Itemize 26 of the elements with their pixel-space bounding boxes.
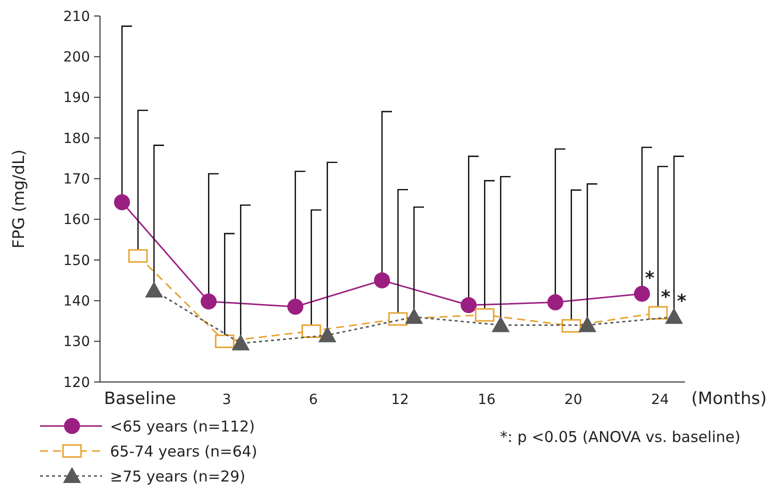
y-tick-label: 190	[63, 90, 90, 106]
y-tick-label: 160	[63, 212, 90, 228]
annotation: *	[645, 268, 655, 289]
annotation: *	[661, 286, 671, 308]
x-tick-label: 16	[478, 392, 496, 408]
y-tick-label: 150	[63, 252, 90, 269]
text: *: p <0.05 (ANOVA vs. baseline)	[500, 428, 740, 446]
legend-label: 65-74 years (n=64)	[110, 442, 258, 460]
annotation: *	[677, 290, 687, 312]
y-tick-label: 200	[63, 50, 90, 66]
x-tick-label: 3	[222, 392, 232, 408]
y-axis-title: FPG (mg/dL)	[9, 149, 28, 249]
x-tick-label: 24	[651, 392, 669, 408]
y-tick-label: 170	[63, 172, 90, 188]
x-tick-label: Baseline	[104, 389, 176, 409]
x-tick-label: 12	[391, 392, 409, 408]
x-tick-label: 20	[564, 392, 582, 408]
x-axis-title: (Months)	[691, 389, 767, 409]
legend-label: <65 years (n=112)	[110, 417, 255, 436]
y-tick-label: 210	[63, 8, 90, 25]
y-tick-label: 130	[63, 334, 90, 350]
y-tick-label: 120	[63, 374, 90, 391]
y-tick-label: 140	[63, 294, 90, 310]
y-tick-label: 180	[63, 130, 90, 147]
legend-label: ≥75 years (n=29)	[110, 467, 246, 486]
x-tick-label: 6	[308, 392, 318, 408]
